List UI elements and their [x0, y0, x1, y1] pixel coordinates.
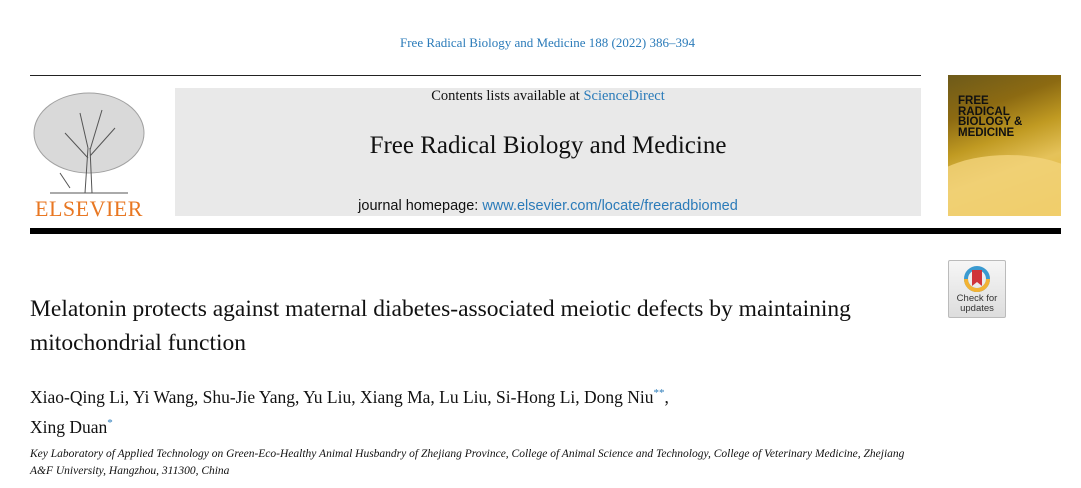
homepage-line: journal homepage: www.elsevier.com/locat… — [175, 198, 921, 214]
corresponding-mark[interactable]: * — [107, 416, 113, 429]
divider — [30, 75, 921, 76]
authors-line-1: Xiao-Qing Li, Yi Wang, Shu-Jie Yang, Yu … — [30, 386, 654, 407]
cover-title: FREE RADICAL BIOLOGY & MEDICINE — [958, 95, 1023, 139]
affiliation: Key Laboratory of Applied Technology on … — [30, 448, 905, 477]
journal-banner: Contents lists available at ScienceDirec… — [175, 88, 921, 216]
homepage-link[interactable]: www.elsevier.com/locate/freeradbiomed — [482, 198, 738, 214]
journal-citation[interactable]: Free Radical Biology and Medicine 188 (2… — [400, 35, 695, 50]
contents-line: Contents lists available at ScienceDirec… — [175, 88, 921, 105]
journal-cover-image[interactable]: FREE RADICAL BIOLOGY & MEDICINE — [948, 75, 1061, 216]
header-bar — [30, 228, 1061, 234]
authors-line-2: Xing Duan — [30, 416, 108, 437]
contents-prefix: Contents lists available at — [431, 88, 584, 104]
elsevier-wordmark: ELSEVIER — [35, 196, 143, 221]
check-for-updates-button[interactable]: Check for updates — [948, 260, 1006, 318]
article-title: Melatonin protects against maternal diab… — [30, 296, 851, 356]
sciencedirect-link[interactable]: ScienceDirect — [583, 88, 665, 104]
journal-title: Free Radical Biology and Medicine — [369, 132, 727, 159]
crossmark-icon — [964, 266, 990, 292]
corresponding-mark[interactable]: ** — [653, 387, 665, 399]
author-list: Xiao-Qing Li, Yi Wang, Shu-Jie Yang, Yu … — [30, 386, 669, 437]
check-updates-label: Check for updates — [956, 293, 998, 314]
elsevier-tree-logo — [33, 92, 145, 194]
homepage-prefix: journal homepage: — [358, 198, 483, 214]
